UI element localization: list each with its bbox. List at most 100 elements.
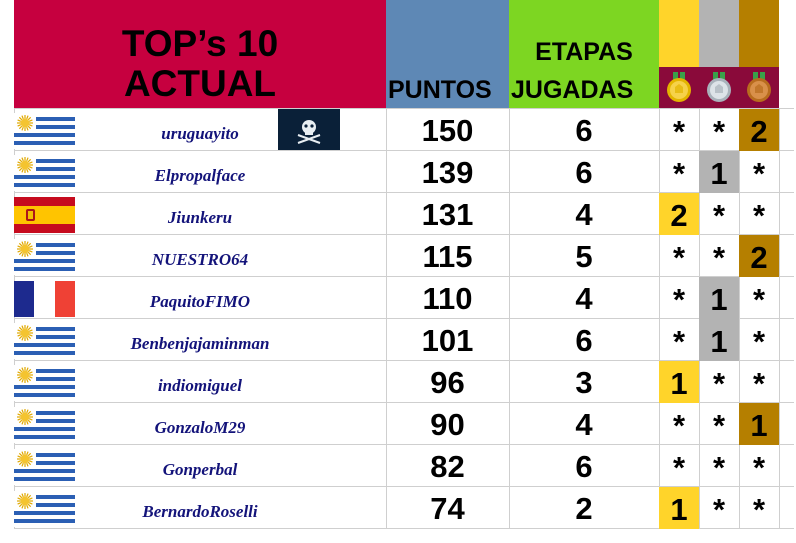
bronze-count: 1 [739, 403, 779, 445]
row-gridline [14, 444, 794, 445]
points-value: 131 [421, 197, 474, 232]
gold-count: * [672, 114, 686, 149]
row-gridline [14, 318, 794, 319]
points-value: 90 [430, 407, 465, 442]
silver-count: * [712, 198, 726, 233]
bronze-count: 2 [739, 235, 779, 277]
points-value: 139 [421, 155, 474, 190]
silver-medal-image [699, 67, 739, 108]
stages-header: ETAPAS JUGADAS [509, 0, 659, 108]
table-row: BernardoRoselli 74 2 1 * * [14, 487, 794, 529]
points-value: 150 [421, 113, 474, 148]
gold-medal-header [659, 0, 699, 108]
bronze-medal-icon [747, 72, 771, 102]
table-row: indiomiguel 96 3 1 * * [14, 361, 794, 403]
player-name: indiomiguel [157, 376, 243, 395]
table-row: GonzaloM29 90 4 * * 1 [14, 403, 794, 445]
row-gridline [14, 234, 794, 235]
stages-header-line-2: JUGADAS [511, 76, 634, 104]
column-gridline [659, 109, 660, 529]
row-gridline [14, 486, 794, 487]
points-value: 74 [430, 491, 465, 526]
silver-count: * [712, 366, 726, 401]
column-gridline [14, 109, 15, 529]
gold-count: * [672, 450, 686, 485]
silver-count: 1 [699, 277, 739, 319]
silver-medal-header [699, 0, 739, 108]
silver-count: * [712, 450, 726, 485]
silver-color-strip [699, 0, 739, 67]
gold-count: 1 [659, 361, 699, 403]
row-gridline [14, 276, 794, 277]
gold-medal-icon [667, 72, 691, 102]
points-header-label: PUNTOS [388, 76, 492, 104]
uruguay-flag-icon [14, 323, 75, 359]
points-header: PUNTOS [386, 0, 509, 108]
table-row: Jiunkeru 131 4 2 * * [14, 193, 794, 235]
france-flag-icon [14, 281, 75, 317]
gold-count: * [672, 324, 686, 359]
gold-count: 1 [659, 487, 699, 529]
stages-value: 3 [575, 365, 593, 400]
stages-value: 6 [575, 449, 593, 484]
player-name: Gonperbal [162, 460, 238, 479]
player-name: BernardoRoselli [142, 502, 258, 521]
bronze-count: * [752, 156, 766, 191]
bronze-count: * [752, 366, 766, 401]
player-name: Elpropalface [154, 166, 246, 185]
gold-color-strip [659, 0, 699, 67]
title-line-1: TOP’s 10 [121, 23, 279, 64]
bronze-count: * [752, 282, 766, 317]
bronze-count: 2 [739, 109, 779, 151]
points-value: 82 [430, 449, 465, 484]
player-name: NUESTRO64 [151, 250, 249, 269]
row-gridline [14, 528, 794, 529]
player-name: Jiunkeru [167, 208, 233, 227]
table-row: PaquitoFIMO 110 4 * 1 * [14, 277, 794, 319]
stages-value: 4 [575, 197, 593, 232]
stages-value: 5 [575, 239, 593, 274]
bronze-count: * [752, 324, 766, 359]
player-name: Benbenjajaminman [130, 334, 270, 353]
gold-count: * [672, 408, 686, 443]
gold-count: 2 [659, 193, 699, 235]
column-gridline [509, 109, 510, 529]
stages-value: 4 [575, 281, 593, 316]
gold-medal-image [659, 67, 699, 108]
stages-value: 4 [575, 407, 593, 442]
bronze-count: * [752, 198, 766, 233]
points-value: 101 [421, 323, 474, 358]
stages-value: 6 [575, 323, 593, 358]
uruguay-flag-icon [14, 239, 75, 275]
spain-flag-icon [14, 197, 75, 233]
row-gridline [14, 360, 794, 361]
gold-count: * [672, 240, 686, 275]
table-row: Benbenjajaminman 101 6 * 1 * [14, 319, 794, 361]
uruguay-flag-icon [14, 491, 75, 527]
bronze-color-strip [739, 0, 779, 67]
table-row: Elpropalface 139 6 * 1 * [14, 151, 794, 193]
gold-count: * [672, 156, 686, 191]
column-gridline [386, 109, 387, 529]
silver-count: * [712, 408, 726, 443]
silver-medal-icon [707, 72, 731, 102]
column-gridline [739, 109, 740, 529]
stages-value: 6 [575, 113, 593, 148]
points-value: 110 [422, 281, 473, 316]
table-row: uruguayito 150 6 * * 2 [14, 109, 794, 151]
points-value: 115 [422, 239, 473, 274]
uruguay-flag-icon [14, 113, 75, 149]
row-gridline [14, 402, 794, 403]
player-name: GonzaloM29 [154, 418, 246, 437]
bronze-count: * [752, 492, 766, 527]
stages-value: 6 [575, 155, 593, 190]
table-row: NUESTRO64 115 5 * * 2 [14, 235, 794, 277]
bronze-medal-header [739, 0, 779, 108]
player-name: uruguayito [161, 124, 239, 143]
bronze-count: * [752, 450, 766, 485]
uruguay-flag-icon [14, 407, 75, 443]
silver-count: * [712, 492, 726, 527]
row-gridline [14, 108, 794, 109]
table-title: TOP’s 10 ACTUAL [14, 0, 386, 108]
